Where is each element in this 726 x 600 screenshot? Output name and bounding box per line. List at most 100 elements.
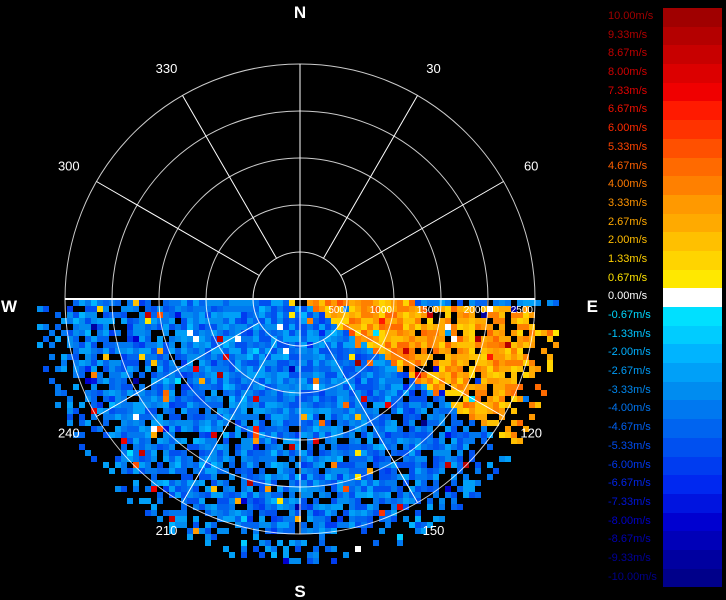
velocity-bin: [451, 372, 457, 378]
velocity-bin: [151, 342, 157, 348]
velocity-bin: [121, 318, 127, 324]
velocity-bin: [451, 306, 457, 312]
velocity-bin: [415, 444, 421, 450]
velocity-bin: [85, 324, 91, 330]
velocity-bin: [235, 390, 241, 396]
velocity-bin: [445, 402, 451, 408]
velocity-bin: [361, 300, 367, 306]
velocity-bin: [79, 348, 85, 354]
velocity-bin: [541, 330, 547, 336]
velocity-bin: [241, 522, 247, 528]
legend-swatch: [663, 26, 722, 46]
velocity-bin: [325, 384, 331, 390]
legend-entry: 8.00m/s: [606, 64, 722, 83]
velocity-bin: [385, 378, 391, 384]
velocity-bin: [499, 390, 505, 396]
velocity-bin: [127, 306, 133, 312]
azimuth-spoke: [182, 95, 277, 259]
velocity-bin: [505, 456, 511, 462]
velocity-bin: [295, 540, 301, 546]
velocity-bin: [259, 330, 265, 336]
velocity-bin: [241, 348, 247, 354]
velocity-bin: [277, 504, 283, 510]
velocity-bin: [421, 444, 427, 450]
velocity-bin: [247, 414, 253, 420]
velocity-bin: [253, 330, 259, 336]
velocity-bin: [349, 312, 355, 318]
velocity-bin: [229, 366, 235, 372]
velocity-bin: [253, 396, 259, 402]
velocity-bin: [229, 342, 235, 348]
velocity-bin: [451, 354, 457, 360]
velocity-bin: [385, 468, 391, 474]
velocity-bin: [391, 438, 397, 444]
velocity-bin: [517, 348, 523, 354]
velocity-bin: [145, 510, 151, 516]
velocity-bin: [241, 498, 247, 504]
velocity-bin: [433, 372, 439, 378]
velocity-bin: [193, 306, 199, 312]
velocity-bin: [187, 348, 193, 354]
velocity-bin: [175, 354, 181, 360]
velocity-bin: [193, 324, 199, 330]
velocity-bin: [337, 324, 343, 330]
legend-swatch: [663, 8, 722, 27]
velocity-bin: [133, 402, 139, 408]
velocity-bin: [253, 462, 259, 468]
azimuth-spoke: [323, 95, 418, 259]
velocity-bin: [415, 378, 421, 384]
velocity-bin: [187, 336, 193, 342]
velocity-bin: [79, 300, 85, 306]
velocity-bin: [259, 396, 265, 402]
velocity-bin: [97, 318, 103, 324]
velocity-bin: [427, 474, 433, 480]
velocity-bin: [427, 312, 433, 318]
velocity-bin: [175, 324, 181, 330]
velocity-bin: [277, 516, 283, 522]
legend-entry: 4.67m/s: [606, 157, 722, 177]
velocity-bin: [55, 402, 61, 408]
velocity-bin: [343, 402, 349, 408]
velocity-bin: [229, 516, 235, 522]
legend-entry: -4.67m/s: [606, 419, 722, 438]
velocity-bin: [511, 372, 517, 378]
velocity-bin: [157, 348, 163, 354]
velocity-bin: [469, 330, 475, 336]
velocity-bin: [433, 366, 439, 372]
velocity-bin: [193, 426, 199, 432]
velocity-bin: [271, 432, 277, 438]
velocity-bin: [331, 360, 337, 366]
velocity-bin: [379, 366, 385, 372]
velocity-bin: [199, 498, 205, 504]
velocity-bin: [247, 402, 253, 408]
velocity-bin: [187, 498, 193, 504]
velocity-bin: [205, 528, 211, 534]
velocity-bin: [325, 402, 331, 408]
velocity-bin: [193, 498, 199, 504]
velocity-bin: [433, 474, 439, 480]
velocity-bin: [439, 450, 445, 456]
velocity-bin: [271, 414, 277, 420]
velocity-bin: [157, 498, 163, 504]
velocity-bin: [301, 372, 307, 378]
velocity-bin: [205, 522, 211, 528]
velocity-bin: [301, 354, 307, 360]
velocity-bin: [337, 402, 343, 408]
velocity-bin: [427, 498, 433, 504]
velocity-bin: [331, 450, 337, 456]
velocity-bin: [361, 402, 367, 408]
velocity-bin: [109, 372, 115, 378]
velocity-bin: [85, 336, 91, 342]
velocity-bin: [433, 306, 439, 312]
velocity-bin: [265, 528, 271, 534]
velocity-bin: [235, 468, 241, 474]
velocity-bin: [271, 504, 277, 510]
velocity-bin: [289, 402, 295, 408]
velocity-bin: [91, 426, 97, 432]
velocity-bin: [133, 348, 139, 354]
velocity-bin: [463, 390, 469, 396]
velocity-bin: [181, 510, 187, 516]
velocity-bin: [361, 414, 367, 420]
velocity-bin: [361, 360, 367, 366]
velocity-bin: [325, 468, 331, 474]
